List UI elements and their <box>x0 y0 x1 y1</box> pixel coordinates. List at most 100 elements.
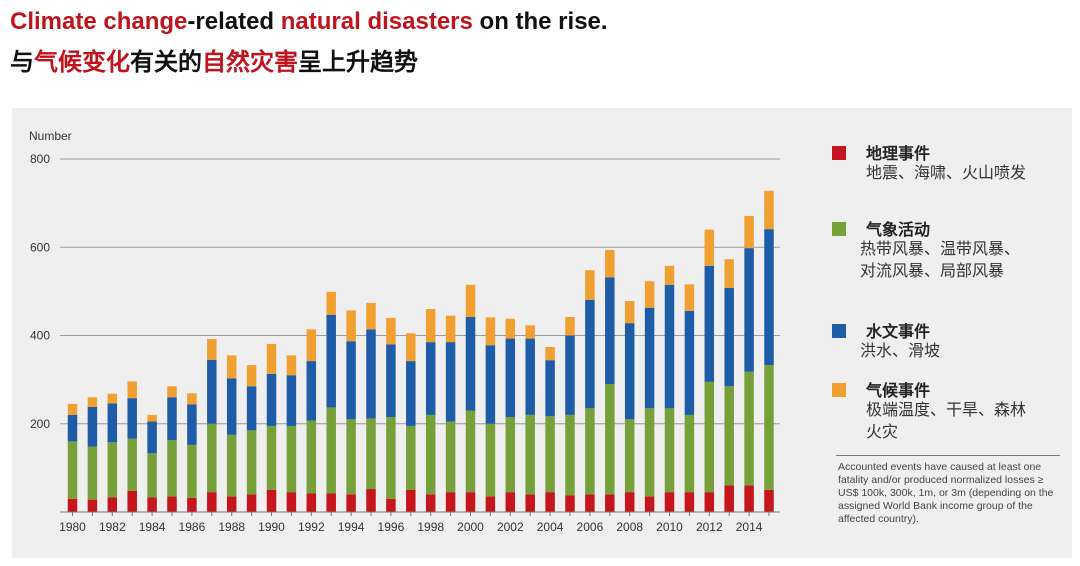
bar-2006-series-1 <box>585 494 595 512</box>
bar-2007-series-2 <box>605 384 615 495</box>
bar-1990-series-4 <box>266 343 277 374</box>
bar-1999-series-2 <box>445 421 456 493</box>
bar-2004-series-2 <box>545 416 555 493</box>
bar-1982-series-2 <box>107 442 118 498</box>
legend-title-meteorological: 气象活动 <box>866 220 931 239</box>
bar-1983-series-1 <box>127 490 137 512</box>
title-zh-text-2: 有关的 <box>130 48 202 76</box>
bar-2005-series-1 <box>565 495 575 512</box>
bar-1994-series-1 <box>346 494 356 512</box>
bar-2005-series-2 <box>565 414 575 496</box>
x-tick-label-2008: 2008 <box>616 520 643 534</box>
footnote: Accounted events have caused at least on… <box>838 461 1054 525</box>
bar-1989-series-4 <box>246 365 257 387</box>
bar-1994-series-3 <box>346 341 356 420</box>
bar-1996-series-3 <box>386 344 396 418</box>
bar-1993-series-1 <box>326 493 336 512</box>
bar-2006-series-2 <box>585 408 595 495</box>
bar-2012-series-1 <box>704 492 715 512</box>
bar-2003-series-1 <box>525 494 535 512</box>
bar-1993-series-3 <box>326 314 336 408</box>
bar-2008-series-4 <box>624 301 635 324</box>
x-tick-label-2012: 2012 <box>696 520 723 534</box>
bar-1988-series-3 <box>226 378 237 435</box>
title-en-highlight-1: Climate change <box>10 8 188 35</box>
bar-1988-series-4 <box>226 355 237 379</box>
bar-1987-series-4 <box>207 339 217 360</box>
bar-1995-series-1 <box>366 489 376 512</box>
bar-1992-series-2 <box>306 420 317 494</box>
bar-2011-series-1 <box>684 492 695 512</box>
x-tick-label-1980: 1980 <box>59 520 86 534</box>
bar-1999-series-3 <box>445 342 456 422</box>
bar-1998-series-2 <box>425 414 436 495</box>
bar-2010-series-3 <box>664 284 675 409</box>
bar-2014-series-3 <box>744 248 754 372</box>
x-tick-label-1986: 1986 <box>179 520 206 534</box>
bar-2006-series-4 <box>585 270 595 300</box>
legend-title-climatological: 气候事件 <box>866 381 931 400</box>
legend-desc-meteorological: 热带风暴、温带风暴、对流风暴、局部风暴 <box>860 239 1021 280</box>
bar-1995-series-2 <box>366 418 376 490</box>
x-tick-label-1992: 1992 <box>298 520 325 534</box>
bar-1996-series-4 <box>386 317 396 345</box>
title-chinese: 与气候变化有关的自然灾害呈上升趋势 <box>10 42 418 77</box>
legend-swatch-geophysical <box>832 146 846 160</box>
bar-2002-series-1 <box>505 492 516 512</box>
bar-2002-series-4 <box>505 318 516 339</box>
bar-2010-series-4 <box>664 265 675 285</box>
bar-1989-series-2 <box>246 430 257 495</box>
legend-title-hydrological: 水文事件 <box>866 322 931 341</box>
bar-1994-series-2 <box>346 419 356 495</box>
note-divider <box>836 455 1060 456</box>
bar-1994-series-4 <box>346 310 356 342</box>
x-tick-label-2004: 2004 <box>537 520 564 534</box>
bar-1989-series-1 <box>246 494 257 512</box>
bar-1980-series-4 <box>67 403 78 415</box>
x-tick-label-1998: 1998 <box>417 520 444 534</box>
bar-1983-series-3 <box>127 398 137 439</box>
bar-1995-series-4 <box>366 302 376 330</box>
bar-1981-series-3 <box>87 406 98 447</box>
bar-1984-series-4 <box>147 414 157 422</box>
title-english: Climate change-related natural disasters… <box>10 8 608 36</box>
bar-1985-series-2 <box>167 440 177 497</box>
x-tick-label-2014: 2014 <box>736 520 763 534</box>
bar-1997-series-1 <box>406 489 416 512</box>
bar-1993-series-2 <box>326 407 336 494</box>
bar-1991-series-3 <box>286 375 297 426</box>
bar-2014-series-1 <box>744 485 754 512</box>
y-tick-label-400: 400 <box>30 329 50 343</box>
bar-1997-series-3 <box>406 361 416 426</box>
bar-2015-series-4 <box>764 190 774 230</box>
y-tick-label-800: 800 <box>30 152 50 166</box>
legend-swatch-hydrological <box>832 324 846 338</box>
bar-1980-series-1 <box>67 498 78 512</box>
x-tick-label-1984: 1984 <box>139 520 166 534</box>
bar-2003-series-4 <box>525 325 535 339</box>
bar-2003-series-3 <box>525 338 535 415</box>
bar-1998-series-1 <box>425 494 436 512</box>
bar-1984-series-2 <box>147 453 157 498</box>
legend-swatch-meteorological <box>832 222 846 236</box>
bar-2000-series-2 <box>465 410 476 493</box>
bar-1984-series-1 <box>147 497 157 512</box>
bar-2012-series-2 <box>704 381 715 493</box>
bar-2001-series-2 <box>485 423 496 497</box>
title-en-highlight-2: natural disasters <box>280 8 473 35</box>
bar-2004-series-1 <box>545 492 555 512</box>
bar-1996-series-2 <box>386 417 396 499</box>
bar-1986-series-3 <box>187 404 197 445</box>
bar-1980-series-2 <box>67 441 78 499</box>
title-en-text-2: on the rise. <box>472 8 608 35</box>
bar-2007-series-4 <box>605 249 615 278</box>
bar-2004-series-3 <box>545 360 555 417</box>
x-tick-label-1988: 1988 <box>218 520 245 534</box>
bar-2008-series-3 <box>624 323 635 420</box>
bar-2004-series-4 <box>545 346 555 361</box>
x-tick-label-2006: 2006 <box>577 520 604 534</box>
bar-2001-series-3 <box>485 345 496 424</box>
bar-1987-series-3 <box>207 359 217 424</box>
bar-2000-series-3 <box>465 316 476 411</box>
bar-1998-series-4 <box>425 309 436 343</box>
